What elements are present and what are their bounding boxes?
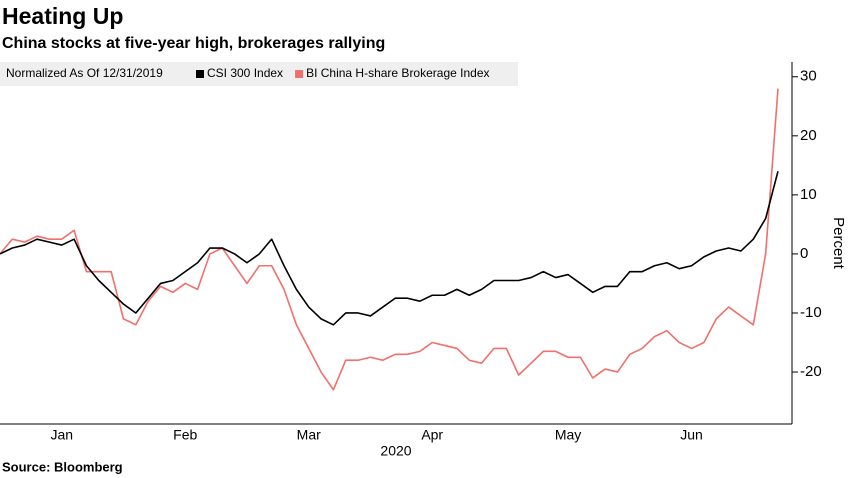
y-tick-label: -10 — [800, 304, 822, 321]
legend-label: BI China H-share Brokerage Index — [306, 66, 489, 80]
source: Source: Bloomberg — [2, 459, 123, 474]
y-tick-label: 0 — [800, 245, 808, 262]
x-tick-label: Apr — [421, 427, 443, 443]
legend-swatch — [196, 70, 204, 78]
legend-swatch — [295, 70, 304, 78]
series-line — [0, 171, 779, 326]
x-tick-label: May — [555, 427, 581, 443]
y-axis-label: Percent — [830, 217, 847, 270]
series-line — [0, 88, 779, 391]
y-tick-label: 20 — [800, 127, 817, 144]
legend-label: CSI 300 Index — [207, 66, 283, 80]
chart-title: Heating Up — [2, 3, 123, 29]
y-tick-label: -20 — [800, 363, 822, 380]
y-tick-label: 30 — [800, 68, 817, 85]
legend-box — [0, 62, 518, 86]
y-tick-label: 10 — [800, 186, 817, 203]
chart-subtitle: China stocks at five-year high, brokerag… — [2, 35, 385, 52]
legend-title: Normalized As Of 12/31/2019 — [6, 66, 163, 80]
x-tick-label: Feb — [173, 427, 197, 443]
x-tick-label: Mar — [297, 427, 321, 443]
x-axis-label: 2020 — [380, 443, 411, 459]
x-tick-label: Jan — [50, 427, 73, 443]
x-tick-label: Jun — [680, 427, 703, 443]
